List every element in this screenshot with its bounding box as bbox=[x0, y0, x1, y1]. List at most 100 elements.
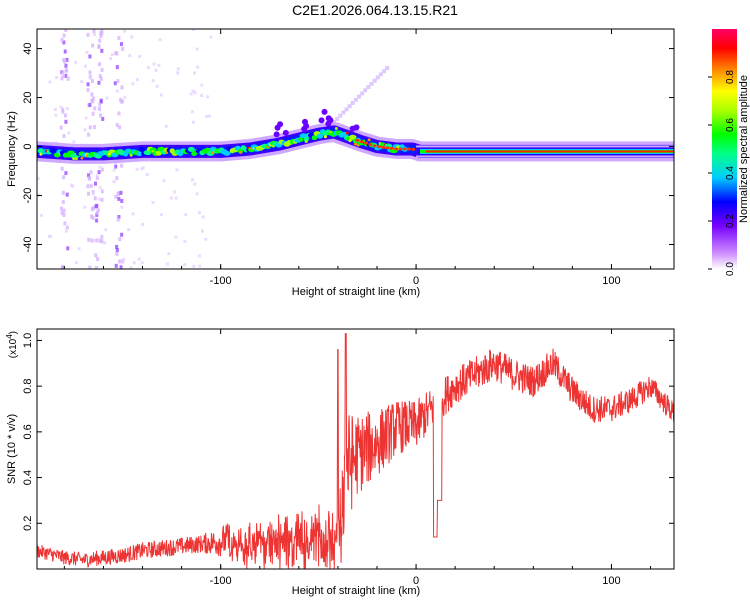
speckle-mark bbox=[91, 96, 95, 101]
speckle-mark bbox=[88, 265, 92, 269]
ridge-blob bbox=[187, 146, 195, 152]
speckle-mark bbox=[65, 225, 69, 230]
speckle-mark bbox=[138, 54, 142, 58]
speckle-mark bbox=[97, 62, 101, 67]
speckle-mark bbox=[55, 75, 59, 79]
svg-text:(x104): (x104) bbox=[5, 331, 19, 358]
speckle-mark bbox=[190, 110, 194, 114]
snr-series-line bbox=[37, 333, 674, 569]
speckle-mark bbox=[114, 194, 118, 199]
speckle-mark bbox=[120, 198, 124, 203]
speckle-mark bbox=[88, 54, 92, 59]
speckle-mark bbox=[366, 85, 371, 90]
speckle-mark bbox=[122, 257, 126, 261]
speckle-mark bbox=[172, 190, 176, 194]
speckle-mark bbox=[95, 175, 99, 180]
speckle-mark bbox=[65, 57, 69, 62]
speckle-mark bbox=[95, 210, 99, 215]
speckle-mark bbox=[197, 211, 201, 215]
speckle-mark bbox=[59, 125, 63, 130]
speckle-mark bbox=[146, 66, 150, 70]
speckle-mark bbox=[100, 234, 104, 239]
speckle-mark bbox=[198, 264, 202, 268]
speckle-mark bbox=[61, 72, 65, 76]
spectrogram-xlabel: Height of straight line (km) bbox=[292, 286, 420, 298]
ridge-blob bbox=[318, 117, 325, 124]
speckle-mark bbox=[184, 213, 188, 217]
ridge-blob bbox=[376, 145, 381, 149]
speckle-mark bbox=[53, 107, 57, 111]
speckle-mark bbox=[360, 91, 365, 96]
speckle-mark bbox=[117, 196, 121, 201]
ridge-blob bbox=[367, 138, 371, 142]
ridge-blob bbox=[52, 148, 58, 154]
speckle-mark bbox=[189, 92, 193, 96]
ridge-blob bbox=[223, 150, 231, 156]
speckle-mark bbox=[121, 259, 125, 264]
flat-core bbox=[425, 150, 674, 153]
speckle-mark bbox=[97, 106, 101, 111]
ridge-blob bbox=[364, 141, 369, 145]
ridge-blob bbox=[345, 131, 349, 135]
speckle-mark bbox=[64, 73, 68, 78]
speckle-mark bbox=[91, 192, 95, 196]
speckle-mark bbox=[118, 125, 122, 130]
speckle-mark bbox=[344, 107, 349, 112]
colorbar-tick-label: 0.4 bbox=[725, 166, 736, 180]
ridge-blob bbox=[348, 139, 352, 143]
speckle-mark bbox=[99, 98, 103, 103]
speckle-mark bbox=[128, 54, 132, 58]
colorbar: 0.0 0.2 0.4 0.6 0.8 Normalized spectral ampl… bbox=[708, 29, 750, 276]
speckle-mark bbox=[83, 64, 87, 68]
speckle-mark bbox=[89, 214, 93, 219]
speckle-mark bbox=[201, 215, 205, 219]
spectrogram-ylabel: Frequency (Hz) bbox=[6, 111, 18, 187]
speckle-mark bbox=[86, 184, 90, 189]
speckle-mark bbox=[88, 70, 92, 75]
ridge-blob bbox=[80, 156, 84, 160]
ridge-blob bbox=[323, 135, 327, 139]
speckle-mark bbox=[119, 265, 123, 269]
speckle-mark bbox=[160, 213, 164, 217]
speckle-mark bbox=[200, 229, 204, 233]
speckle-mark bbox=[135, 167, 139, 171]
spectrogram-axes: -100 0 100 -40 -20 0 20 40 bbox=[22, 29, 674, 287]
speckle-mark bbox=[375, 75, 380, 80]
speckle-mark bbox=[120, 85, 124, 90]
snr-frame bbox=[36, 328, 675, 570]
speckle-mark bbox=[100, 48, 104, 53]
speckle-mark bbox=[115, 89, 119, 93]
speckle-mark bbox=[83, 128, 87, 132]
speckle-mark bbox=[89, 170, 93, 175]
speckle-mark bbox=[130, 35, 134, 39]
ridge-blob bbox=[316, 133, 324, 139]
speckle-mark bbox=[86, 32, 90, 37]
colorbar-gradient bbox=[712, 29, 737, 269]
speckle-mark bbox=[89, 184, 93, 189]
speckle-mark bbox=[191, 89, 195, 93]
speckle-mark bbox=[100, 31, 104, 36]
speckle-mark bbox=[88, 74, 92, 79]
speckle-mark bbox=[131, 82, 135, 86]
speckle-mark bbox=[129, 266, 133, 269]
speckle-mark bbox=[112, 180, 116, 184]
speckle-mark bbox=[385, 65, 390, 70]
colorbar-tick-label: 0.8 bbox=[725, 70, 736, 84]
ridge-blob bbox=[355, 138, 360, 142]
speckle-mark bbox=[175, 168, 179, 172]
speckle-mark bbox=[117, 35, 121, 40]
speckle-mark bbox=[86, 132, 90, 137]
snr-ytick-label: 1.0 bbox=[22, 333, 34, 348]
speckle-mark bbox=[97, 45, 101, 50]
speckle-mark bbox=[155, 84, 159, 88]
speckle-mark bbox=[120, 163, 124, 168]
speckle-mark bbox=[176, 67, 180, 71]
speckle-mark bbox=[196, 65, 200, 69]
spectrogram-ytick-label: -20 bbox=[22, 188, 34, 204]
ridge-blob bbox=[321, 108, 328, 115]
speckle-mark bbox=[96, 256, 100, 261]
snr-ytick-label: 0.4 bbox=[22, 470, 34, 485]
ridge-blob bbox=[74, 157, 78, 161]
speckle-mark bbox=[94, 265, 98, 269]
speckle-mark bbox=[357, 94, 362, 99]
